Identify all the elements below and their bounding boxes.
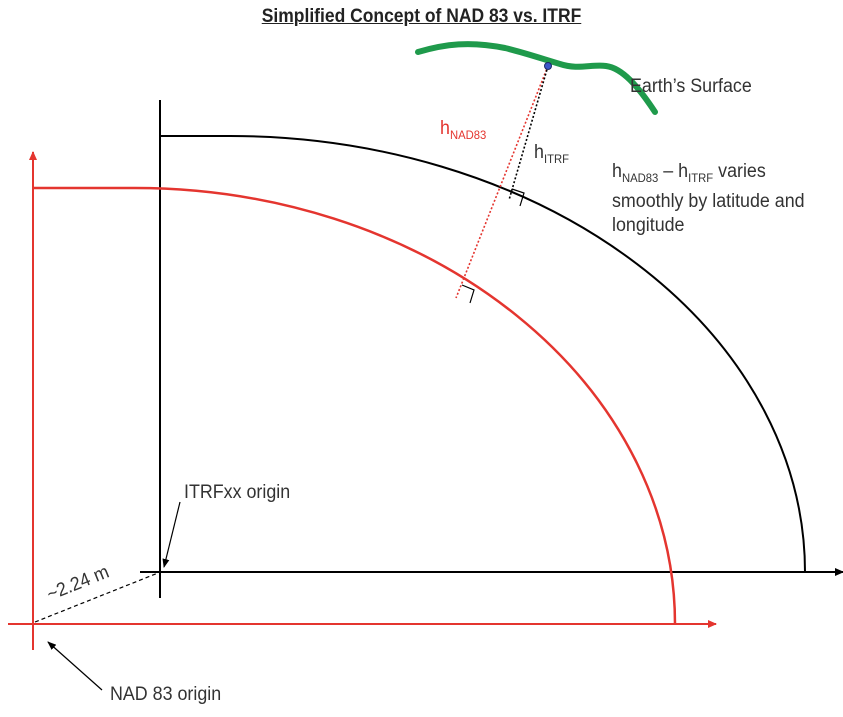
right-angle-nad83 xyxy=(461,284,475,304)
nad83-origin-pointer xyxy=(47,641,103,691)
note-dash: – h xyxy=(658,161,689,182)
earth-surface-line xyxy=(415,41,658,115)
note-sub1: NAD83 xyxy=(621,171,659,185)
h-itrf-label-sub: ITRF xyxy=(543,152,570,166)
h-nad83-label-sub: NAD83 xyxy=(449,128,487,142)
note-h1: h xyxy=(612,161,622,182)
h-nad83-line xyxy=(455,65,549,299)
h-itrf-label: hITRF xyxy=(534,142,569,166)
origin-offset-line xyxy=(34,572,159,623)
h-itrf-label-base: h xyxy=(534,142,544,163)
nad83-ellipsoid xyxy=(33,186,677,625)
right-angle-itrf xyxy=(511,188,525,207)
nad83-origin-label: NAD 83 origin xyxy=(110,684,222,705)
height-difference-note: hNAD83 – hITRF varies smoothly by latitu… xyxy=(612,160,828,238)
itrf-origin-label: ITRFxx origin xyxy=(184,482,291,503)
note-rest: varies smoothly by latitude and longitud… xyxy=(612,161,805,236)
h-nad83-label-base: h xyxy=(440,118,450,139)
note-sub2: ITRF xyxy=(688,171,714,185)
surface-point xyxy=(544,62,552,70)
h-nad83-label: hNAD83 xyxy=(440,118,486,142)
itrf-origin-pointer xyxy=(162,501,181,568)
h-itrf-line xyxy=(508,65,549,201)
itrf-ellipsoid xyxy=(160,135,806,573)
page-title: Simplified Concept of NAD 83 vs. ITRF xyxy=(261,6,582,27)
earth-surface-label: Earth’s Surface xyxy=(630,76,752,97)
